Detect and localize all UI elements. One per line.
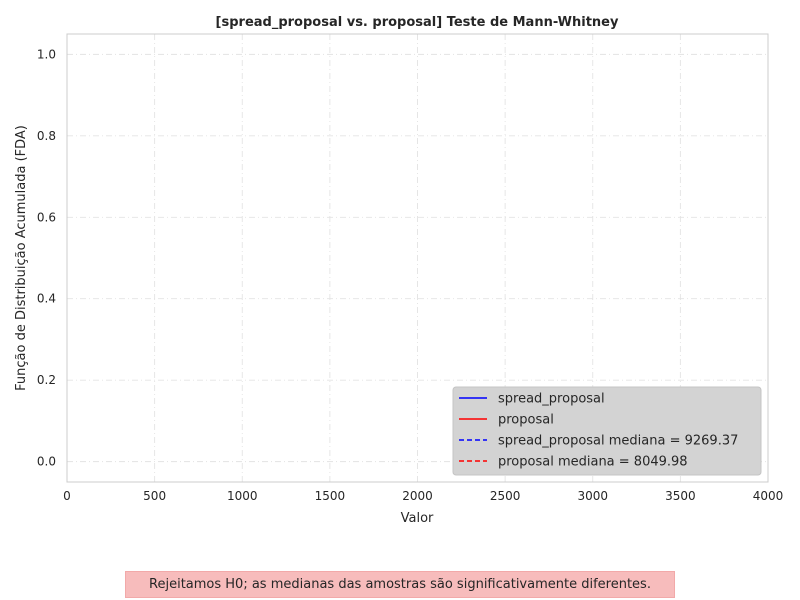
x-tick-label: 2000: [402, 489, 433, 503]
x-tick-label: 2500: [490, 489, 521, 503]
y-tick-label: 0.0: [37, 455, 56, 469]
x-tick-label: 0: [63, 489, 71, 503]
x-tick-label: 500: [143, 489, 166, 503]
y-tick-label: 0.8: [37, 129, 56, 143]
y-tick-label: 1.0: [37, 47, 56, 61]
test-result-text: Rejeitamos H0; as medianas das amostras …: [149, 577, 651, 592]
cdf-chart: [spread_proposal vs. proposal] Teste de …: [14, 15, 783, 526]
x-tick-label: 1500: [315, 489, 346, 503]
y-tick-label: 0.2: [37, 373, 56, 387]
x-tick-label: 1000: [227, 489, 258, 503]
legend-label: proposal: [498, 413, 554, 428]
legend-label: proposal mediana = 8049.98: [498, 455, 688, 470]
test-result-note: Rejeitamos H0; as medianas das amostras …: [125, 571, 675, 598]
chart-title: [spread_proposal vs. proposal] Teste de …: [216, 15, 619, 30]
y-tick-label: 0.6: [37, 210, 56, 224]
plot-area-frame: [66, 33, 769, 483]
legend-label: spread_proposal mediana = 9269.37: [498, 434, 738, 449]
x-axis: 0 500 1000 1500 2000 2500 3000 3500 4000: [63, 489, 783, 503]
legend-box: [452, 386, 762, 476]
x-tick-label: 4000: [753, 489, 784, 503]
y-axis: 0.0 0.2 0.4 0.6 0.8 1.0: [37, 47, 56, 468]
x-tick-label: 3500: [665, 489, 696, 503]
legend: spread_proposal proposal spread_proposal m…: [452, 386, 762, 476]
x-tick-label: 3000: [577, 489, 608, 503]
y-axis-label: Função de Distribuição Acumulada (FDA): [14, 125, 29, 391]
legend-label: spread_proposal: [498, 392, 605, 407]
y-tick-label: 0.4: [37, 292, 56, 306]
x-axis-label: Valor: [401, 511, 434, 526]
